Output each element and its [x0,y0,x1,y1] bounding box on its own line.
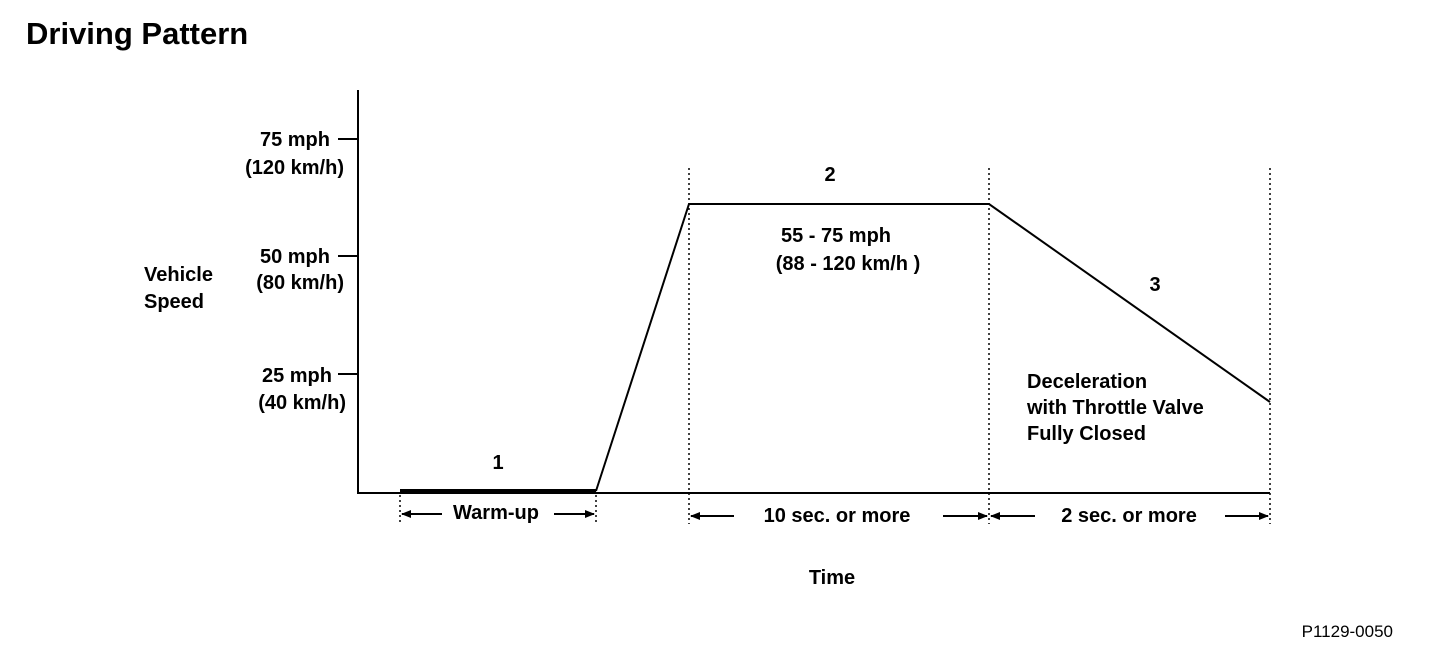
x-axis-label-time: Time [809,567,855,589]
y-axis-label-vehicle: Vehicle [144,264,213,286]
y-tick-label-80-kmh: (80 km/h) [256,272,344,294]
phase-3-description-line2: with Throttle Valve [1026,397,1204,419]
phase-3-number: 3 [1149,274,1160,296]
phase-3-duration-label: 2 sec. or more [1061,505,1197,527]
y-tick-label-120-kmh: (120 km/h) [245,157,344,179]
phase-2-number: 2 [824,164,835,186]
reference-code: P1129-0050 [1302,622,1393,641]
y-tick-label-50-mph: 50 mph [260,246,330,268]
y-axis-label-speed: Speed [144,291,204,313]
speed-profile-line [595,203,1271,492]
phase-3-description-line1: Deceleration [1027,371,1147,393]
warmup-duration-label: Warm-up [453,502,539,524]
phase-2-speed-mph: 55 - 75 mph [781,225,891,247]
y-tick-label-25-mph: 25 mph [262,365,332,387]
phase-2-duration-label: 10 sec. or more [764,505,911,527]
phase-1-number: 1 [492,452,503,474]
diagram-title: Driving Pattern [26,16,248,51]
y-tick-label-75-mph: 75 mph [260,129,330,151]
phase-2-speed-kmh: (88 - 120 km/h ) [776,253,921,275]
y-tick-label-40-kmh: (40 km/h) [258,392,346,414]
phase-3-description-line3: Fully Closed [1027,423,1146,445]
